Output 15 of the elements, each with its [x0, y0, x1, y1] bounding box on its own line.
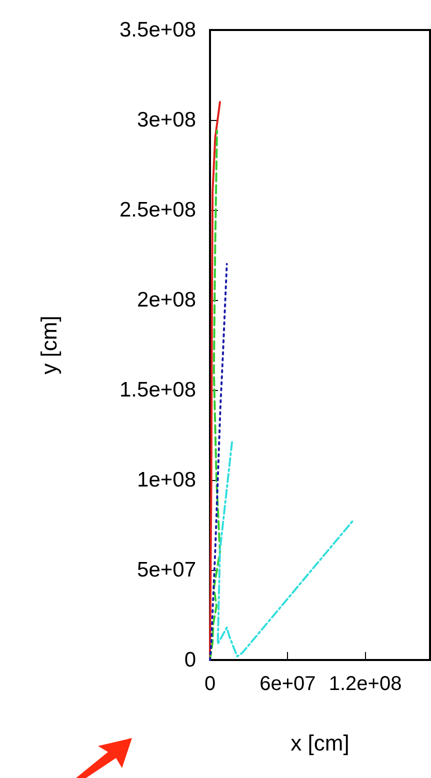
y-tick-label: 5e+07 — [137, 558, 196, 582]
x-axis-title: x [cm] — [290, 730, 350, 756]
line-series — [216, 441, 354, 658]
line-series — [209, 263, 228, 661]
y-axis-title: y [cm] — [36, 316, 62, 374]
y-tick-label: 0 — [184, 648, 196, 672]
y-tick-label: 3.5e+08 — [120, 18, 196, 42]
y-tick-label: 1.5e+08 — [120, 378, 196, 402]
y-tick-label: 2e+08 — [137, 288, 196, 312]
y-tick-label: 3e+08 — [137, 108, 196, 132]
y-tick-label: 2.5e+08 — [120, 198, 196, 222]
y-tick-label: 1e+08 — [137, 468, 196, 492]
x-tick-label: 6e+07 — [260, 673, 316, 695]
x-tick-label: 0 — [204, 673, 216, 695]
x-tick-label: 1.2e+08 — [328, 673, 402, 695]
